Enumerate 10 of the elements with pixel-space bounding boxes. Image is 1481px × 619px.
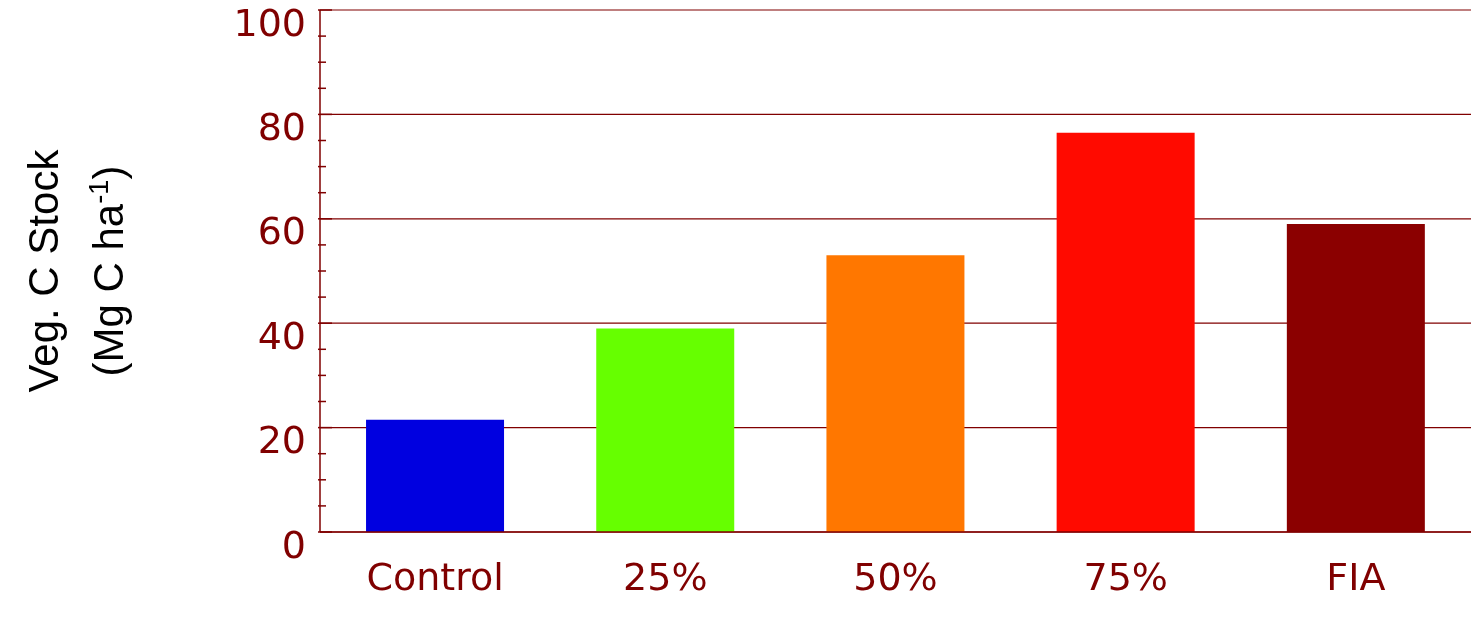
x-tick-label: 25% <box>623 555 708 599</box>
x-tick-label: FIA <box>1326 555 1386 599</box>
y-tick-label: 60 <box>257 209 306 254</box>
x-tick-label: Control <box>366 555 504 599</box>
y-tick-label: 0 <box>281 522 306 567</box>
y-tick-label: 40 <box>257 313 306 358</box>
x-tick-label: 75% <box>1083 555 1168 599</box>
x-tick-label: 50% <box>853 555 938 599</box>
y-tick-label: 20 <box>257 418 306 463</box>
y-tick-label: 80 <box>257 104 306 149</box>
